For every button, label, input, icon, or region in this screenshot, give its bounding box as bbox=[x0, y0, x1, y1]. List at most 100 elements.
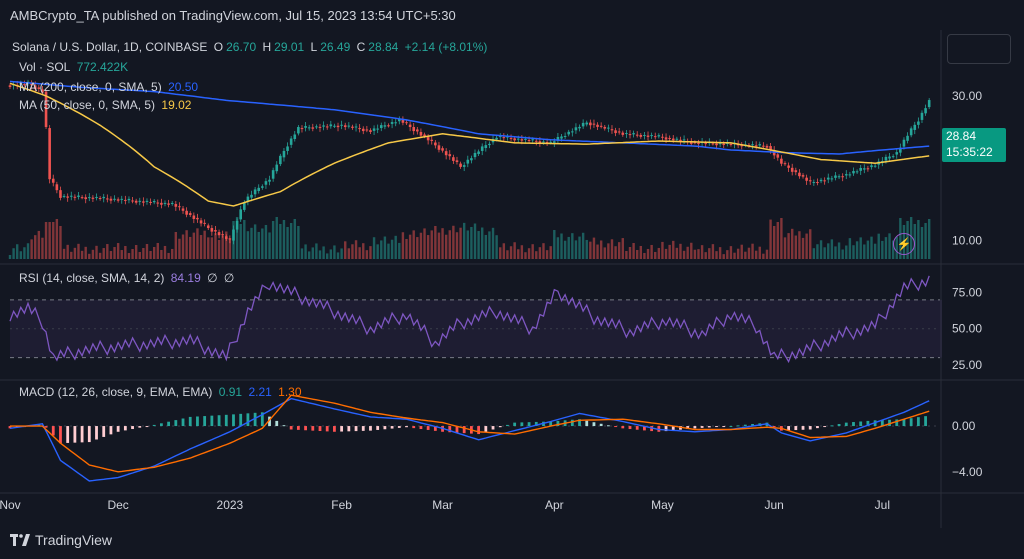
candle-body bbox=[542, 141, 545, 143]
candle-body bbox=[592, 123, 596, 125]
candle-body bbox=[826, 177, 830, 180]
candle-body bbox=[437, 145, 441, 150]
candle-body bbox=[412, 127, 416, 132]
candle-body bbox=[8, 85, 12, 87]
candle-body bbox=[553, 141, 556, 143]
volume-bar bbox=[243, 220, 246, 259]
candle-body bbox=[589, 122, 592, 126]
macd-histogram-bar bbox=[275, 420, 279, 427]
macd-histogram-bar bbox=[621, 426, 625, 429]
volume-bar bbox=[167, 252, 170, 259]
rsi-legend[interactable]: RSI (14, close, SMA, 14, 2) 84.19 ∅ ∅ bbox=[19, 271, 237, 285]
candle-body bbox=[534, 140, 538, 142]
volume-bar bbox=[567, 236, 570, 259]
candle-body bbox=[160, 202, 163, 205]
volume-bar bbox=[271, 221, 275, 259]
volume-bar bbox=[654, 251, 657, 259]
candle-body bbox=[895, 152, 899, 155]
volume-bar bbox=[758, 246, 761, 259]
volume-bar bbox=[888, 233, 891, 259]
rsi-line bbox=[9, 275, 930, 364]
macd-histogram-bar bbox=[383, 426, 387, 430]
candle-body bbox=[906, 135, 909, 141]
macd-histogram-bar bbox=[66, 426, 70, 443]
macd-label: MACD (12, 26, close, 9, EMA, EMA) bbox=[19, 385, 213, 399]
candle-body bbox=[527, 139, 531, 141]
volume-bar bbox=[77, 243, 80, 259]
volume-bar bbox=[102, 248, 105, 259]
candle-body bbox=[91, 197, 95, 199]
candle-body bbox=[419, 131, 423, 136]
volume-bar bbox=[744, 251, 747, 259]
candle-body bbox=[430, 139, 434, 141]
volume-bar bbox=[545, 250, 549, 259]
macd-histogram-bar bbox=[167, 421, 171, 427]
volume-bar bbox=[711, 244, 715, 259]
volume-bar bbox=[12, 248, 15, 259]
volume-bar bbox=[502, 243, 506, 259]
volume-bar bbox=[690, 242, 693, 259]
close-label: C bbox=[356, 40, 366, 54]
candle-body bbox=[891, 156, 895, 158]
candle-body bbox=[401, 119, 405, 123]
volume-bar bbox=[41, 237, 44, 259]
candle-body bbox=[257, 187, 261, 192]
macd-histogram-bar bbox=[239, 413, 243, 427]
volume-bar bbox=[592, 237, 596, 259]
macd-histogram-bar bbox=[354, 426, 358, 432]
volume-legend[interactable]: Vol · SOL 772.422K bbox=[19, 60, 131, 74]
high-value: 29.01 bbox=[274, 40, 305, 54]
macd-histogram-bar bbox=[592, 422, 596, 427]
ma200-legend[interactable]: MA (200, close, 0, SMA, 5) 20.50 bbox=[19, 80, 201, 94]
chart-control-box[interactable] bbox=[947, 34, 1011, 64]
volume-bar bbox=[390, 239, 394, 259]
chart-canvas[interactable]: 40.0030.0020.0010.0075.0050.0025.000.00−… bbox=[0, 30, 1024, 528]
candle-body bbox=[109, 198, 113, 201]
symbol-legend[interactable]: Solana / U.S. Dollar, 1D, COINBASE O 26.7… bbox=[12, 40, 490, 54]
tradingview-brand[interactable]: TradingView bbox=[10, 532, 112, 548]
volume-bar bbox=[726, 250, 729, 259]
candle-body bbox=[679, 139, 682, 141]
candle-body bbox=[513, 138, 516, 141]
volume-bar bbox=[733, 252, 736, 259]
volume-bar bbox=[535, 251, 538, 259]
volume-bar bbox=[783, 237, 787, 259]
candle-body bbox=[253, 189, 257, 195]
macd-histogram-bar bbox=[801, 426, 805, 430]
volume-bar bbox=[250, 227, 253, 259]
candle-body bbox=[484, 145, 488, 148]
candle-body bbox=[372, 128, 376, 131]
volume-bar bbox=[823, 247, 826, 259]
volume-bar bbox=[235, 217, 239, 259]
volume-bar bbox=[261, 228, 264, 259]
candle-body bbox=[632, 133, 635, 135]
macd-histogram-bar bbox=[527, 422, 531, 427]
volume-bar bbox=[80, 250, 84, 259]
candle-body bbox=[873, 165, 877, 167]
candle-body bbox=[704, 143, 707, 145]
volume-bar bbox=[383, 236, 387, 259]
volume-bar bbox=[884, 237, 888, 259]
macd-histogram-bar bbox=[333, 426, 336, 432]
candle-body bbox=[560, 136, 563, 139]
macd-histogram-bar bbox=[80, 426, 84, 443]
candle-body bbox=[643, 135, 646, 137]
macd-legend[interactable]: MACD (12, 26, close, 9, EMA, EMA) 0.91 2… bbox=[19, 385, 305, 399]
volume-bar bbox=[517, 249, 520, 259]
lightning-icon[interactable]: ⚡ bbox=[893, 233, 915, 255]
candle-body bbox=[452, 157, 455, 161]
macd-histogram-bar bbox=[217, 415, 221, 427]
volume-bar bbox=[924, 223, 927, 259]
candle-body bbox=[221, 234, 224, 236]
candle-body bbox=[343, 125, 347, 128]
volume-bar bbox=[336, 252, 340, 259]
tradingview-logo-icon bbox=[10, 534, 30, 546]
candle-body bbox=[787, 165, 790, 168]
candle-body bbox=[502, 137, 506, 139]
ma50-legend[interactable]: MA (50, close, 0, SMA, 5) 19.02 bbox=[19, 98, 194, 112]
candle-body bbox=[920, 112, 924, 120]
volume-bar bbox=[362, 243, 365, 259]
volume-bar bbox=[120, 250, 123, 259]
macd-histogram-bar bbox=[628, 426, 632, 430]
candle-body bbox=[235, 220, 239, 230]
